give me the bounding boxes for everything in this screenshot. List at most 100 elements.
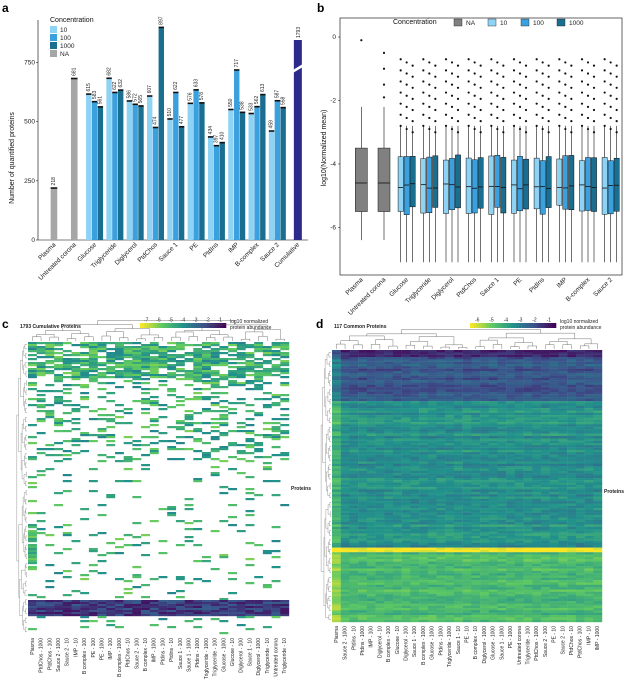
heatmap-cell [584, 370, 594, 374]
heatmap-cell [523, 431, 533, 434]
heatmap-cell [193, 478, 203, 481]
c-column-label: Glucose - 10 [230, 638, 236, 667]
a-bar-value-label: 477 [179, 116, 185, 125]
heatmap-cell [245, 418, 255, 421]
b-outlier [564, 116, 567, 120]
heatmap-cell [106, 382, 116, 385]
heatmap-cell [497, 508, 507, 511]
b-outlier [434, 86, 437, 89]
heatmap-cell [436, 529, 446, 532]
heatmap-cell [167, 376, 177, 379]
heatmap-cell [497, 501, 507, 504]
heatmap-cell [45, 416, 55, 419]
heatmap-cell [497, 384, 507, 388]
heatmap-cell [419, 438, 429, 441]
heatmap-cell [584, 515, 594, 518]
colorbar-segment [545, 323, 548, 328]
heatmap-cell [349, 391, 359, 395]
heatmap-cell [262, 428, 272, 431]
heatmap-cell [280, 362, 290, 365]
heatmap-cell [471, 370, 481, 374]
heatmap-cell [567, 408, 577, 411]
heatmap-cell [419, 494, 429, 497]
heatmap-cell [254, 494, 264, 497]
heatmap-cell [541, 408, 550, 411]
heatmap-cell [532, 354, 542, 358]
heatmap-cell [236, 348, 246, 351]
heatmap-cell [115, 372, 124, 375]
heatmap-cell [340, 466, 350, 469]
heatmap-cell [514, 526, 524, 530]
heatmap-cell [228, 592, 237, 595]
heatmap-cell [132, 362, 142, 365]
heatmap-cell [254, 442, 264, 445]
heatmap-cell [184, 352, 194, 355]
heatmap-cell [497, 394, 507, 397]
heatmap-cell [541, 415, 550, 418]
heatmap-cell [575, 415, 585, 418]
heatmap-cell [28, 398, 37, 401]
b-outlier [399, 69, 402, 72]
heatmap-cell [123, 436, 133, 439]
heatmap-cell [384, 547, 394, 551]
heatmap-cell [558, 561, 568, 565]
a-bar-value-label: 682 [106, 67, 112, 76]
heatmap-cell [462, 431, 472, 434]
a-bar-errorcap [260, 93, 266, 96]
heatmap-cell [419, 363, 429, 367]
heatmap-cell [410, 540, 420, 544]
heatmap-cell [392, 410, 402, 413]
heatmap-cell [488, 549, 498, 553]
a-bar-errorcap [187, 102, 194, 105]
heatmap-cell [410, 456, 420, 460]
heatmap-cell [132, 614, 142, 617]
b-outlier [535, 102, 538, 105]
heatmap-cell [245, 498, 255, 501]
heatmap-cell [497, 398, 507, 402]
heatmap-cell [506, 417, 516, 420]
heatmap-cell [497, 391, 507, 395]
heatmap-cell [445, 519, 455, 523]
heatmap-cell [497, 522, 507, 525]
heatmap-cell [375, 410, 385, 413]
b-outlier [467, 69, 470, 72]
b-xtick-label: Sauce 2 [592, 276, 614, 298]
heatmap-cell [575, 436, 585, 439]
heatmap-cell [453, 396, 463, 400]
b-xtick-label: IMP [556, 276, 569, 289]
b-box [601, 157, 608, 215]
heatmap-cell [366, 440, 376, 444]
heatmap-cell [567, 363, 577, 367]
heatmap-cell [410, 445, 420, 448]
b-outlier [580, 113, 584, 116]
heatmap-cell [62, 342, 72, 345]
heatmap-cell [123, 374, 133, 377]
heatmap-cell [593, 554, 603, 558]
heatmap-cell [541, 401, 550, 404]
heatmap-cell [97, 376, 107, 379]
heatmap-cell [392, 456, 402, 460]
heatmap-cell [462, 468, 472, 472]
heatmap-cell [471, 473, 481, 476]
heatmap-cell [202, 380, 211, 383]
a-bar-errorcap [152, 126, 159, 129]
heatmap-cell [245, 424, 255, 427]
heatmap-cell [410, 517, 420, 520]
heatmap-cell [28, 342, 37, 345]
heatmap-cell [149, 366, 159, 369]
heatmap-cell [106, 436, 116, 439]
heatmap-cell [514, 503, 524, 506]
heatmap-cell [532, 403, 542, 406]
a-bar [126, 101, 133, 240]
heatmap-cell [271, 446, 281, 449]
heatmap-cell [488, 356, 498, 360]
heatmap-cell [149, 448, 159, 451]
heatmap-cell [228, 444, 237, 447]
heatmap-cell [462, 398, 472, 402]
a-bar-errorcap [280, 106, 286, 109]
heatmap-cell [366, 433, 376, 437]
heatmap-cell [358, 491, 368, 495]
heatmap-cell [106, 366, 116, 369]
b-xtick-label: PtdChos [455, 276, 478, 299]
